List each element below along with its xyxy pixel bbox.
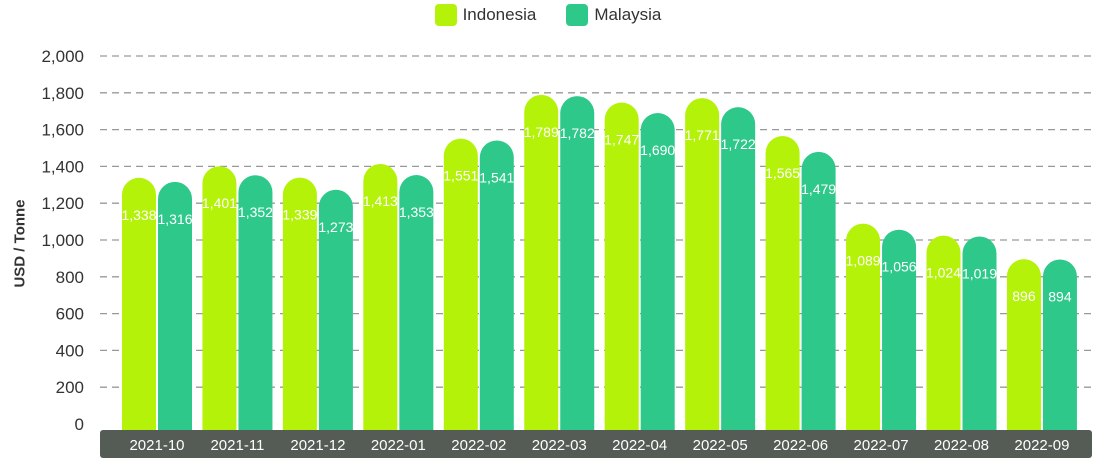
legend-item-indonesia[interactable]: Indonesia [434,4,537,26]
data-label: 1,565 [765,165,800,181]
x-tick-label: 2022-08 [934,437,989,454]
x-tick-label: 2022-09 [1014,437,1069,454]
y-tick-label: 800 [56,268,84,287]
x-tick-label: 2022-01 [371,437,426,454]
y-tick-label: 400 [56,341,84,360]
bar-indonesia [604,102,639,430]
data-label: 1,789 [524,124,559,140]
bar-malaysia [479,140,514,430]
data-label: 1,024 [926,265,961,281]
y-tick-label: 1,000 [41,231,84,250]
y-tick-label: 2,000 [41,47,84,66]
data-label: 1,551 [443,168,478,184]
bar-indonesia [685,98,720,431]
y-tick-label: 200 [56,378,84,397]
data-label: 1,352 [238,204,273,220]
data-label: 1,690 [640,142,675,158]
bar-indonesia [524,94,559,430]
x-tick-label: 2022-02 [451,437,506,454]
legend-item-malaysia[interactable]: Malaysia [566,4,661,26]
bar-malaysia [560,96,595,430]
x-tick-label: 2021-12 [290,437,345,454]
bar-indonesia [282,177,317,430]
x-tick-label: 2022-04 [612,437,667,454]
bar-malaysia [399,175,434,430]
x-axis-band [100,430,1092,458]
x-tick-label: 2021-11 [210,437,264,454]
data-label: 1,338 [121,207,156,223]
data-label: 894 [1048,289,1072,305]
data-label: 1,056 [882,259,917,275]
legend-label-malaysia: Malaysia [594,5,662,24]
bar-malaysia [882,229,917,430]
data-label: 1,413 [363,193,398,209]
data-label: 1,089 [846,253,881,269]
data-label: 1,273 [318,219,353,235]
x-tick-label: 2022-07 [854,437,909,454]
data-label: 1,782 [560,125,595,141]
bar-indonesia [443,138,478,430]
y-tick-label: 1,800 [41,84,84,103]
bar-malaysia [801,151,836,430]
bar-malaysia [1042,259,1077,430]
bar-indonesia [765,136,800,431]
data-label: 896 [1012,288,1036,304]
data-label: 1,747 [604,132,639,148]
legend-swatch-indonesia [434,4,457,26]
legend-label-indonesia: Indonesia [462,5,537,24]
x-tick-label: 2022-06 [773,437,828,454]
data-label: 1,339 [282,207,317,223]
legend-swatch-malaysia [566,4,589,26]
bar-malaysia [721,107,756,430]
y-tick-label: 1,600 [41,121,84,140]
bar-indonesia [1006,259,1041,430]
data-label: 1,353 [399,204,434,220]
bar-malaysia [158,181,192,430]
data-label: 1,771 [685,127,720,143]
bar-indonesia [202,166,237,430]
data-label: 1,401 [202,195,237,211]
bar-malaysia [238,175,273,430]
y-tick-label: 600 [56,305,84,324]
data-label: 1,019 [962,266,997,282]
data-label: 1,316 [157,211,192,227]
x-tick-label: 2022-03 [532,437,587,454]
bar-malaysia [318,189,353,430]
data-label: 1,722 [721,136,756,152]
legend: Indonesia Malaysia [0,4,1096,26]
y-tick-label: 0 [75,415,84,434]
bar-indonesia [363,164,398,430]
bar-malaysia [640,113,675,431]
bar-indonesia [846,223,881,430]
x-tick-label: 2022-05 [693,437,748,454]
data-label: 1,541 [479,169,514,185]
bar-malaysia [962,236,997,430]
x-tick-label: 2021-10 [129,437,184,454]
bar-indonesia [122,177,156,430]
y-tick-label: 1,400 [41,157,84,176]
bar-indonesia [926,235,961,430]
y-tick-label: 1,200 [41,194,84,213]
data-label: 1,479 [801,181,836,197]
